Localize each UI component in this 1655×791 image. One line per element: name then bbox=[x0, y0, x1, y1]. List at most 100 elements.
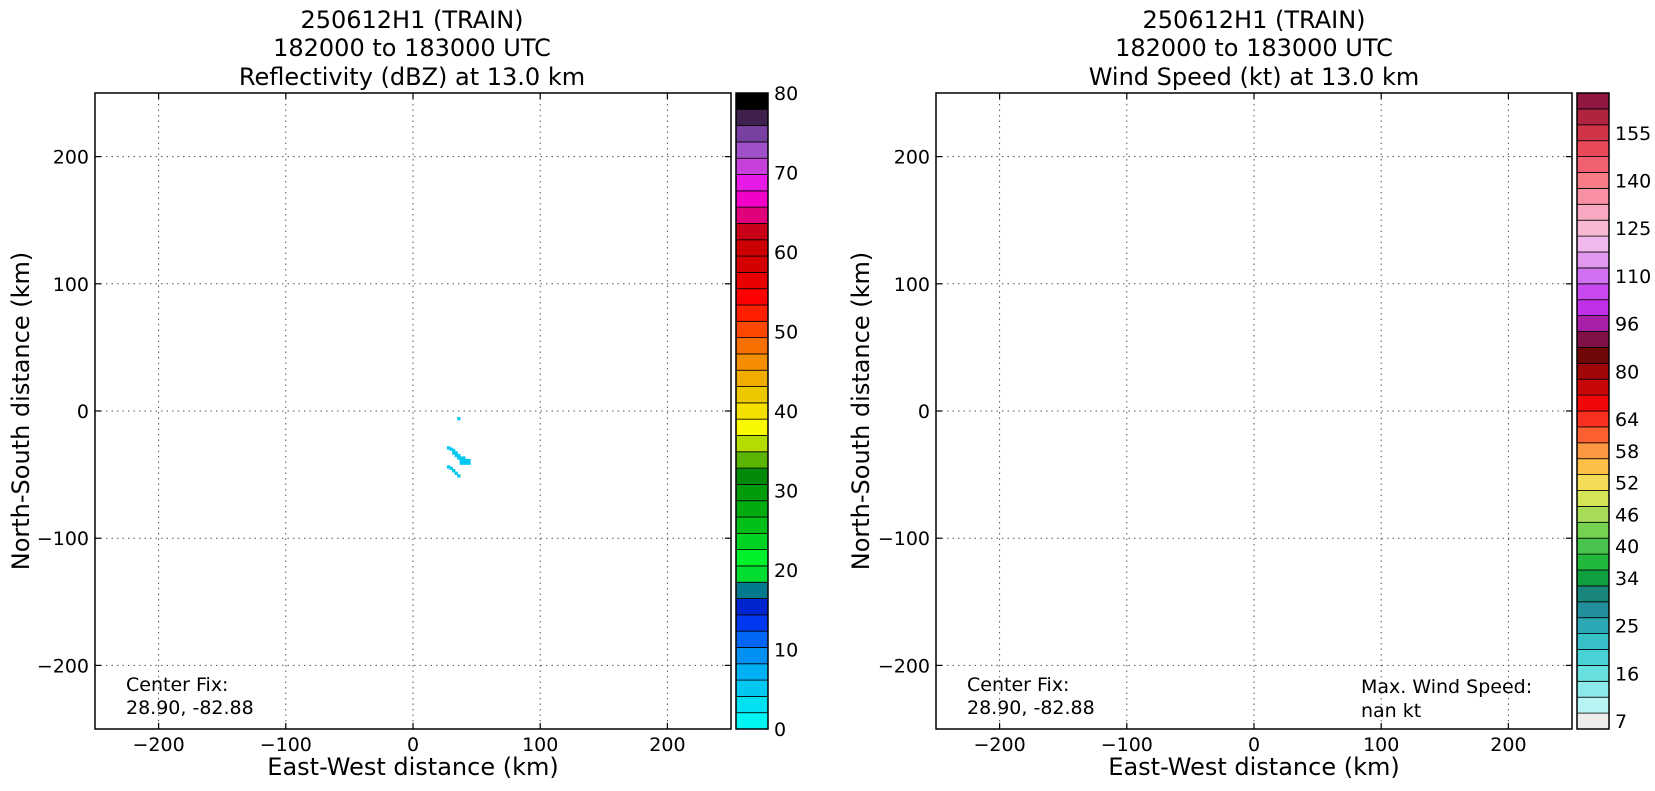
colorbar-bin bbox=[735, 581, 769, 599]
wind-center-fix-label: Center Fix: bbox=[967, 674, 1069, 696]
colorbar-tick-label: 34 bbox=[1615, 568, 1639, 590]
colorbar-bin bbox=[1576, 124, 1610, 142]
colorbar-tick-label: 7 bbox=[1615, 711, 1627, 733]
echo-cell bbox=[459, 458, 463, 463]
colorbar-bin bbox=[735, 92, 769, 110]
echo-cell bbox=[446, 446, 451, 450]
colorbar-bin bbox=[735, 239, 769, 257]
colorbar-bin bbox=[735, 125, 769, 143]
colorbar-bin bbox=[1576, 665, 1610, 682]
colorbar-bin bbox=[735, 157, 769, 175]
y-tick-label: 0 bbox=[77, 401, 89, 423]
echo-cell bbox=[452, 469, 456, 473]
colorbar-bin bbox=[735, 451, 769, 469]
colorbar-bin bbox=[1576, 505, 1610, 523]
colorbar-bin bbox=[735, 223, 769, 241]
colorbar-tick-label: 30 bbox=[774, 481, 798, 503]
echo-cell bbox=[449, 447, 453, 451]
colorbar-bin bbox=[735, 435, 769, 453]
colorbar-tick-label: 155 bbox=[1615, 123, 1651, 145]
colorbar-bin bbox=[1576, 331, 1610, 348]
wind-title-line-1: 250612H1 (TRAIN) bbox=[1142, 6, 1365, 34]
colorbar-bin bbox=[735, 516, 769, 534]
colorbar-bin bbox=[735, 206, 769, 224]
colorbar-tick-label: 58 bbox=[1615, 441, 1639, 463]
reflectivity-plot-frame bbox=[94, 92, 732, 730]
x-tick-label: −200 bbox=[133, 734, 185, 756]
colorbar-tick-label: 125 bbox=[1615, 218, 1651, 240]
colorbar-bin bbox=[1576, 569, 1610, 587]
echo-cell bbox=[457, 453, 461, 458]
reflectivity-y-axis-label: North-South distance (km) bbox=[7, 252, 35, 571]
colorbar-bin bbox=[735, 108, 769, 127]
echo-cell bbox=[457, 456, 461, 460]
colorbar-tick-label: 25 bbox=[1615, 616, 1639, 638]
colorbar-bin bbox=[735, 467, 769, 485]
colorbar-bin bbox=[1576, 696, 1610, 714]
reflectivity-colorbar: 0 10 20 30 40 50 60 70 80 bbox=[735, 83, 798, 741]
colorbar-bin bbox=[1576, 203, 1610, 221]
colorbar-tick-label: 40 bbox=[774, 401, 798, 423]
y-tick-label: 100 bbox=[53, 274, 89, 296]
colorbar-bin bbox=[1576, 172, 1610, 189]
colorbar-tick-label: 60 bbox=[774, 242, 798, 264]
colorbar-bin bbox=[735, 288, 769, 306]
colorbar-bin bbox=[1576, 378, 1610, 396]
colorbar-bin bbox=[735, 353, 769, 371]
colorbar-bin bbox=[1576, 490, 1610, 507]
echo-cell bbox=[467, 458, 471, 463]
colorbar-bin bbox=[1576, 633, 1610, 650]
colorbar-tick-label: 140 bbox=[1615, 170, 1651, 192]
reflectivity-center-fix-label: Center Fix: bbox=[126, 674, 228, 696]
colorbar-bin bbox=[1576, 553, 1610, 571]
colorbar-bin bbox=[1576, 140, 1610, 157]
y-tick-label: −200 bbox=[37, 655, 89, 677]
wind-x-axis-label: East-West distance (km) bbox=[1108, 753, 1399, 781]
colorbar-tick-label: 70 bbox=[774, 163, 798, 185]
y-tick-label: 0 bbox=[918, 401, 930, 423]
colorbar-tick-label: 96 bbox=[1615, 314, 1639, 336]
colorbar-bin bbox=[735, 483, 769, 502]
echo-cell bbox=[457, 474, 461, 478]
x-tick-label: 200 bbox=[649, 734, 685, 756]
wind-title-line-2: 182000 to 183000 UTC bbox=[1115, 34, 1393, 62]
echo-cell bbox=[454, 471, 458, 475]
x-tick-label: 0 bbox=[407, 734, 419, 756]
colorbar-bin bbox=[735, 141, 769, 159]
colorbar-bin bbox=[1576, 649, 1610, 666]
y-tick-label: −100 bbox=[37, 528, 89, 550]
colorbar-tick-label: 64 bbox=[1615, 409, 1639, 431]
colorbar-bin bbox=[1576, 712, 1610, 730]
wind-axis-ticks: −200 −100 0 100 200 200 100 0 −100 −200 bbox=[878, 93, 1572, 756]
colorbar-bin bbox=[1576, 267, 1610, 285]
colorbar-tick-label: 80 bbox=[1615, 361, 1639, 383]
colorbar-bin bbox=[1576, 251, 1610, 269]
x-tick-label: 100 bbox=[1363, 734, 1399, 756]
echo-cell bbox=[452, 448, 456, 453]
colorbar-bin bbox=[1576, 283, 1610, 301]
echo-cell bbox=[449, 466, 453, 470]
colorbar-bin bbox=[1576, 521, 1610, 539]
colorbar-bin bbox=[1576, 299, 1610, 317]
echo-cell bbox=[467, 461, 471, 465]
colorbar-bin bbox=[735, 320, 769, 339]
echo-cell bbox=[452, 451, 456, 455]
wind-speed-panel: 250612H1 (TRAIN) 182000 to 183000 UTC Wi… bbox=[847, 6, 1651, 781]
colorbar-bin bbox=[735, 255, 769, 273]
colorbar-bin bbox=[1576, 346, 1610, 364]
reflectivity-panel: 250612H1 (TRAIN) 182000 to 183000 UTC Re… bbox=[7, 6, 798, 781]
echo-cell bbox=[457, 416, 461, 421]
colorbar-bin bbox=[735, 271, 769, 290]
colorbar-tick-label: 40 bbox=[1615, 536, 1639, 558]
y-tick-label: 200 bbox=[53, 147, 89, 169]
wind-colorbar: 7 16 25 34 40 46 52 58 64 80 96 110 125 140 155 bbox=[1576, 92, 1651, 733]
wind-plot-frame bbox=[935, 92, 1573, 730]
colorbar-tick-label: 110 bbox=[1615, 266, 1651, 288]
echo-cell bbox=[459, 461, 463, 465]
colorbar-bin bbox=[1576, 442, 1610, 460]
wind-center-fix-value: 28.90, -82.88 bbox=[967, 697, 1095, 719]
echo-cell bbox=[462, 456, 466, 460]
colorbar-bin bbox=[1576, 235, 1610, 253]
y-tick-label: 200 bbox=[894, 147, 930, 169]
colorbar-bin bbox=[1576, 92, 1610, 110]
